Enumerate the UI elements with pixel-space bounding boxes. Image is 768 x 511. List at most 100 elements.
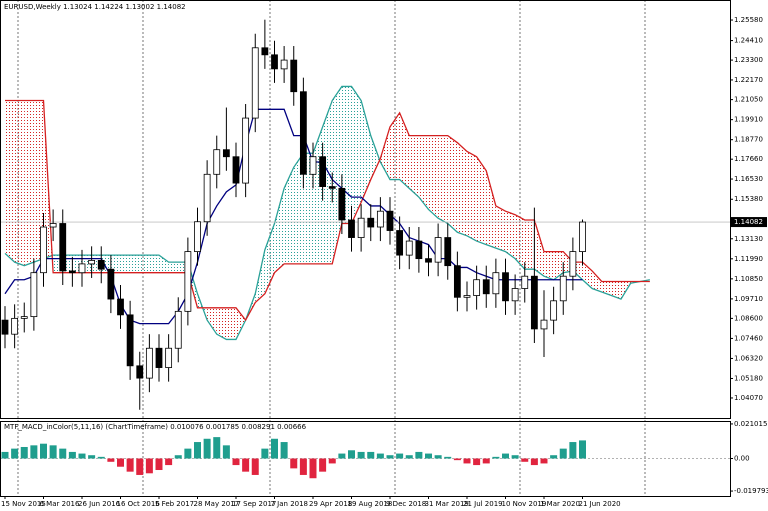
macd-bar [203, 438, 211, 459]
cloud-fill [236, 307, 246, 340]
cloud-fill [293, 153, 304, 264]
macd-bar [20, 446, 28, 459]
cloud-fill [24, 100, 34, 266]
cloud-fill [207, 307, 217, 335]
macd-bar [357, 451, 365, 459]
candle-body [376, 210, 384, 228]
macd-bar [78, 453, 86, 459]
candle-body [319, 156, 327, 187]
cloud-fill [168, 262, 179, 273]
candle-body [405, 240, 413, 256]
cloud-fill [399, 112, 410, 189]
cloud-fill [534, 219, 544, 277]
candle-body [434, 237, 442, 263]
candle-body [213, 149, 221, 175]
macd-bar [107, 458, 115, 462]
macd-bar [155, 458, 163, 471]
y-tick-label: 1.16530 [734, 175, 763, 183]
candle-body [184, 251, 192, 312]
candle-body [232, 156, 240, 184]
macd-bar [521, 458, 529, 462]
macd-bar [222, 445, 230, 459]
macd-bar [165, 458, 173, 466]
macd-value: 0.001785 [206, 423, 239, 431]
macd-bar [444, 456, 452, 459]
macd-bar [280, 442, 288, 459]
cloud-fill [264, 223, 275, 294]
current-price-label: 1.14082 [734, 218, 763, 226]
cloud-fill [130, 255, 140, 273]
macd-bar [376, 453, 384, 459]
macd-bar [11, 448, 19, 459]
macd-bar [473, 458, 481, 466]
y-tick-label: 1.22170 [734, 76, 763, 84]
candle-body [117, 298, 124, 316]
y-tick-label: 1.04070 [734, 394, 763, 402]
cloud-fill [390, 112, 400, 180]
candle-body [367, 217, 375, 228]
x-tick-label: 10 Nov 2019 [502, 500, 547, 508]
cloud-fill [611, 281, 621, 300]
cloud-fill [457, 142, 467, 236]
macd-bar [117, 458, 124, 467]
macd-value: 0.00666 [277, 423, 306, 431]
macd-bar [30, 445, 38, 459]
candle-body [309, 156, 317, 175]
candle-body [20, 316, 28, 319]
cloud-fill [438, 135, 448, 224]
candle-body [59, 223, 67, 272]
macd-bar [251, 458, 259, 475]
cloud-fill [274, 188, 285, 273]
macd-bar [492, 456, 500, 459]
cloud-fill [476, 156, 487, 245]
candle-body [107, 268, 115, 300]
y-tick-label: 1.10850 [734, 275, 763, 283]
candle-body [482, 279, 490, 295]
candle-body [290, 59, 298, 93]
macd-bar [290, 458, 298, 469]
cloud-fill [361, 100, 371, 203]
candle-body [473, 279, 481, 296]
candle-body [521, 275, 529, 289]
cloud-fill [409, 135, 419, 198]
y-tick-label: -0.019793 [734, 487, 768, 495]
indicator-line [4, 85, 650, 341]
macd-bar [511, 455, 519, 459]
y-tick-label: 0.00 [734, 455, 750, 463]
candle-body [97, 259, 105, 270]
macd-bar [328, 458, 336, 464]
cloud-fill [524, 219, 535, 270]
cloud-fill [418, 135, 429, 210]
macd-bar [271, 438, 278, 459]
y-tick-label: 0.021015 [734, 420, 767, 428]
candle-body [511, 288, 519, 302]
candle-body [1, 319, 9, 335]
cloud-fill [467, 151, 477, 242]
macd-bar [530, 458, 538, 466]
candle-body [194, 221, 201, 253]
candle-body [155, 347, 163, 368]
cloud-fill [216, 307, 227, 340]
x-tick-label: 21 Jul 2019 [463, 500, 503, 508]
macd-bar [299, 458, 307, 475]
x-tick-label: 5 Feb 2017 [155, 500, 194, 508]
cloud-fill [226, 307, 236, 340]
x-tick-label: 7 Jan 2018 [271, 500, 309, 508]
x-tick-label: 6 Mar 2016 [40, 500, 80, 508]
macd-bar [559, 448, 567, 459]
y-tick-label: 1.19910 [734, 116, 763, 124]
candle-body [299, 91, 307, 175]
macd-bar [174, 455, 182, 459]
y-tick-label: 1.11990 [734, 255, 763, 263]
cloud-fill [553, 251, 564, 280]
macd-bar [261, 448, 269, 459]
cloud-fill [120, 255, 131, 273]
open-value: 1.13024 [63, 3, 92, 11]
cloud-fill [149, 255, 159, 273]
macd-bar [88, 455, 96, 459]
y-tick-label: 1.15380 [734, 195, 763, 203]
cloud-fill [370, 135, 381, 180]
macd-bar [184, 448, 192, 459]
low-value: 1.13002 [125, 3, 154, 11]
